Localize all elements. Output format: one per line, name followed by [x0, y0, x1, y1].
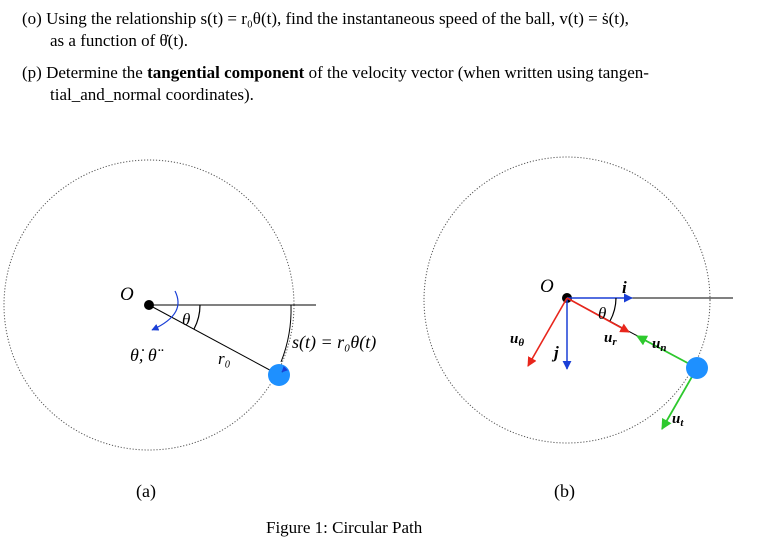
utheta-arrow [527, 297, 568, 367]
radius-line-a [148, 304, 280, 376]
rate-arrow-a [151, 290, 179, 331]
label-ut-main: u [672, 411, 680, 427]
un-arrow [636, 335, 698, 369]
theta-arc-a [193, 304, 201, 330]
problem-o: (o) Using the relationship s(t) = r₀θ(t)… [22, 8, 629, 52]
label-utheta-sub: θ [518, 337, 524, 349]
ball-b [686, 357, 708, 379]
label-ur: ur [604, 330, 617, 348]
label-ur-main: u [604, 330, 612, 346]
problem-p-line1-post: of the velocity vector (when written usi… [304, 63, 649, 82]
label-i: i [622, 278, 627, 297]
problem-o-label: (o) [22, 9, 42, 28]
figure-caption: Figure 1: Circular Path [266, 518, 423, 537]
ur-arrow [566, 297, 630, 333]
label-utheta-main: u [510, 331, 518, 347]
figure-b: O i j θ ur uθ un ut (b) [423, 156, 733, 502]
label-un-sub: n [660, 342, 666, 354]
label-un: un [652, 336, 666, 354]
label-un-main: u [652, 336, 660, 352]
caption-a: (a) [136, 481, 156, 502]
label-j: j [551, 343, 559, 362]
path-circle-b [423, 156, 711, 444]
label-ut-sub: t [680, 417, 684, 429]
arc-s-a [280, 304, 292, 363]
ball-a [268, 364, 290, 386]
problem-p-bold: tangential component [147, 63, 305, 82]
caption-b: (b) [554, 481, 575, 502]
label-theta-b: θ [598, 304, 606, 323]
ball-arrow-a [281, 366, 288, 373]
origin-dot-a [144, 300, 154, 310]
problem-p: (p) Determine the tangential component o… [22, 62, 649, 106]
ut-arrow [661, 367, 698, 430]
problem-o-line2: as a function of θ̇(t). [50, 31, 188, 50]
problem-p-line1-pre: Determine the [46, 63, 148, 82]
label-radius-a: r₀ [218, 349, 231, 368]
label-ut: ut [672, 411, 684, 429]
label-theta-a: θ [182, 310, 190, 329]
label-arc-a: s(t) = r₀θ(t) [292, 332, 376, 353]
problem-o-line1: Using the relationship s(t) = r₀θ(t), fi… [46, 9, 629, 28]
theta-arc-b [609, 297, 617, 322]
figure-a: O θ θ̇, θ̈ r₀ s(t) = r₀θ(t) (a) [3, 159, 376, 502]
label-origin-a: O [120, 284, 134, 305]
problem-p-line2: tial_and_normal coordinates). [50, 85, 254, 104]
label-origin-b: O [540, 276, 554, 297]
problem-p-label: (p) [22, 63, 42, 82]
label-rates-a: θ̇, θ̈ [130, 345, 164, 365]
label-utheta: uθ [510, 331, 524, 349]
label-ur-sub: r [612, 336, 617, 348]
